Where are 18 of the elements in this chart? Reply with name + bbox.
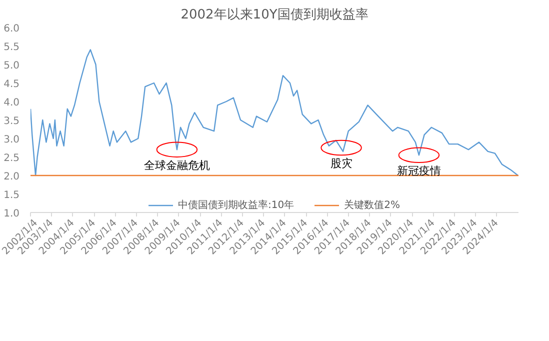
y-tick-label: 1.5 — [4, 190, 20, 201]
y-tick-label: 3.5 — [4, 116, 20, 127]
line-series — [30, 49, 518, 176]
annotation: 全球金融危机 — [144, 158, 210, 172]
y-tick-label: 4.5 — [4, 79, 20, 90]
y-tick-label: 5.0 — [4, 60, 20, 72]
annotation: 股灾 — [330, 157, 352, 170]
legend-label: 中债国债到期收益率:10年 — [178, 198, 294, 212]
y-tick-label: 2.0 — [4, 172, 20, 182]
annotation: 新冠疫情 — [396, 164, 441, 178]
y-tick-label: 3.0 — [4, 134, 20, 146]
chart-title: 2002年以来10Y国债到期收益率 — [180, 6, 368, 22]
y-tick-label: 4.0 — [4, 98, 20, 108]
y-tick-label: 5.5 — [4, 42, 20, 53]
legend-label: 关键数值2% — [344, 198, 400, 212]
y-tick-label: 1.0 — [4, 208, 20, 220]
y-tick-label: 2.5 — [4, 153, 20, 164]
y-tick-label: 6.0 — [4, 24, 20, 34]
